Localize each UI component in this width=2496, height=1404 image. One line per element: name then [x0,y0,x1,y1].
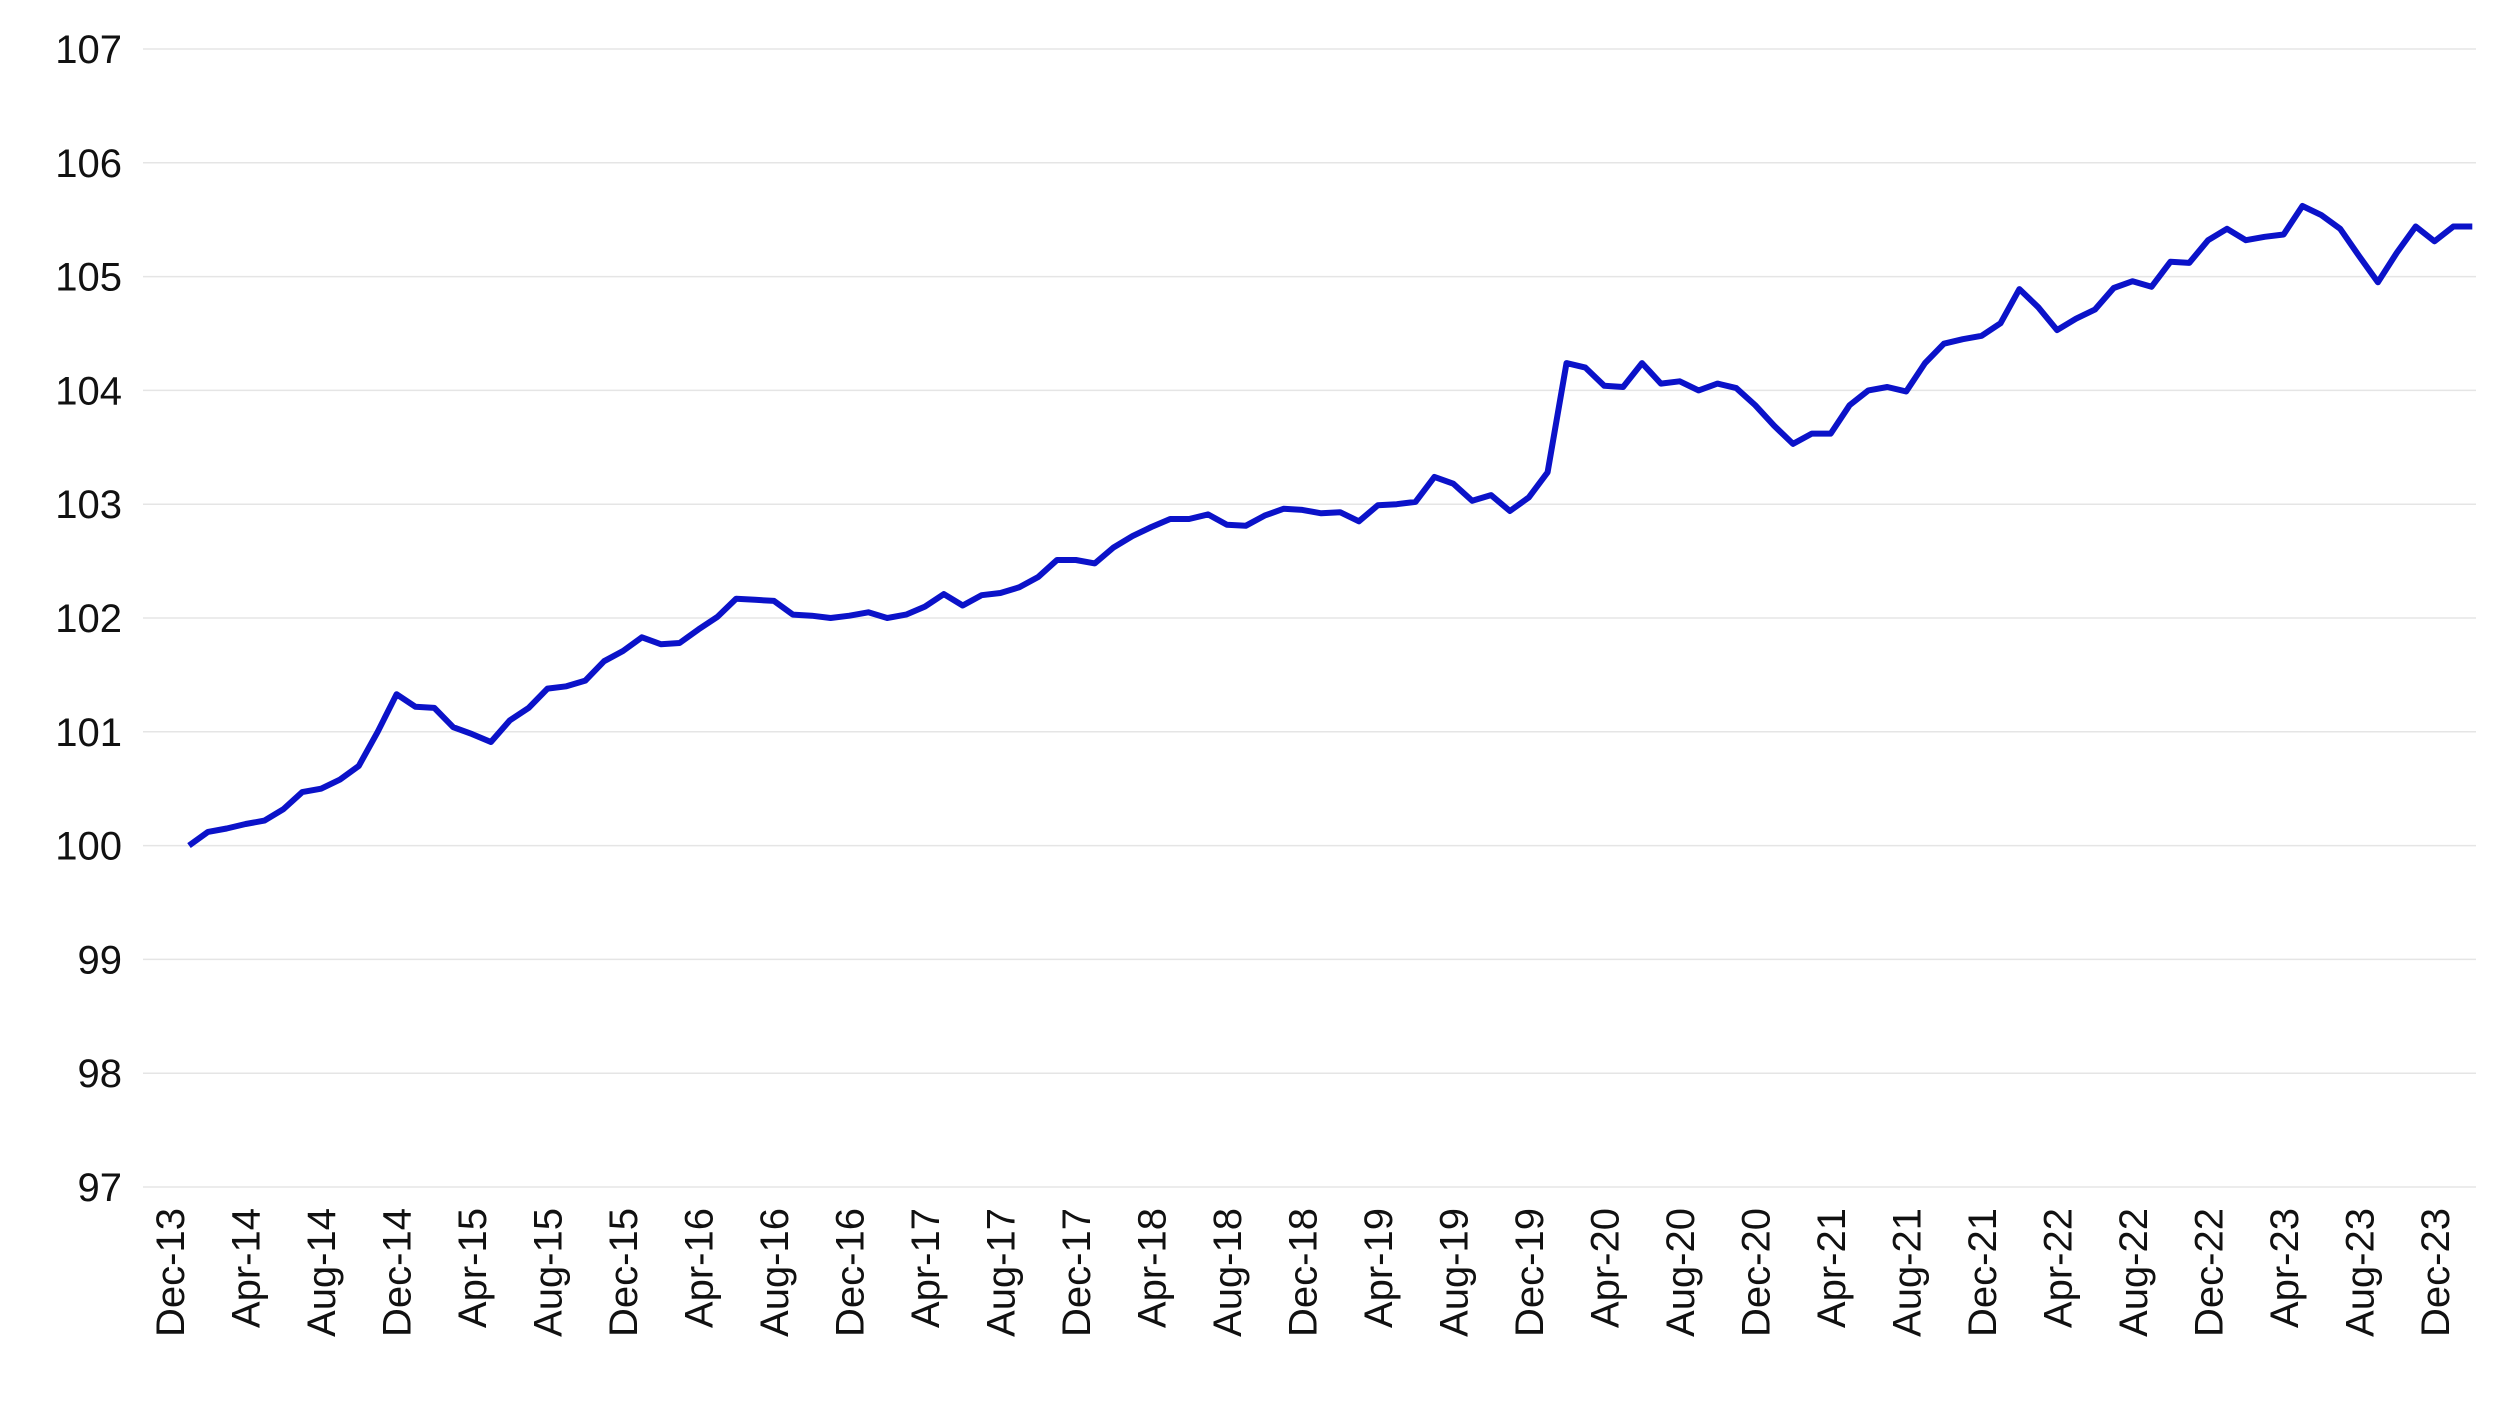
series-line-0 [187,203,2473,849]
x-tick-label: Aug-20 [1659,1208,1703,1337]
y-tick-label: 103 [55,483,122,527]
y-tick-label: 104 [55,369,122,413]
x-tick-label: Aug-15 [527,1208,571,1337]
x-tick-label: Dec-17 [1055,1208,1099,1337]
gridlines [143,48,2476,1188]
x-tick-label: Apr-17 [904,1208,948,1328]
x-axis-ticks: Dec-13 Apr-14 Aug-14 Dec-14 Apr-15 Aug-15 Dec-… [149,1208,2458,1337]
y-tick-label: 105 [55,256,122,300]
x-tick-label: Apr-19 [1357,1208,1401,1328]
x-tick-label: Dec-21 [1961,1208,2005,1337]
x-tick-label: Apr-23 [2263,1208,2307,1328]
x-tick-label: Dec-20 [1735,1208,1779,1337]
series-layer [187,203,2473,849]
x-tick-label: Apr-21 [1810,1208,1854,1328]
x-tick-label: Aug-22 [2112,1208,2156,1337]
x-tick-label: Dec-22 [2188,1208,2232,1337]
y-axis-ticks: 97 98 99 100 101 102 103 104 105 106 107 [55,28,122,1210]
y-tick-label: 106 [55,142,122,186]
x-tick-label: Apr-22 [2037,1208,2081,1328]
x-tick-label: Aug-21 [1886,1208,1930,1337]
y-tick-label: 99 [78,938,123,982]
x-tick-label: Dec-23 [2414,1208,2458,1337]
x-tick-label: Apr-16 [678,1208,722,1328]
x-tick-label: Aug-14 [300,1208,344,1337]
x-tick-label: Aug-16 [753,1208,797,1337]
y-tick-label: 107 [55,28,122,72]
y-tick-label: 102 [55,597,122,641]
x-tick-label: Aug-19 [1433,1208,1477,1337]
x-tick-label: Dec-14 [376,1208,420,1337]
x-tick-label: Dec-19 [1508,1208,1552,1337]
x-tick-label: Dec-15 [602,1208,646,1337]
x-tick-label: Dec-16 [829,1208,873,1337]
x-tick-label: Apr-15 [451,1208,495,1328]
y-tick-label: 101 [55,711,122,755]
y-tick-label: 97 [78,1166,123,1210]
x-tick-label: Apr-20 [1584,1208,1628,1328]
x-tick-label: Aug-18 [1206,1208,1250,1337]
x-tick-label: Apr-14 [225,1208,269,1328]
y-tick-label: 98 [78,1052,123,1096]
x-tick-label: Aug-17 [980,1208,1024,1337]
x-tick-label: Dec-18 [1282,1208,1326,1337]
y-tick-label: 100 [55,825,122,869]
x-tick-label: Apr-18 [1131,1208,1175,1328]
x-tick-label: Dec-13 [149,1208,193,1337]
x-tick-label: Aug-23 [2339,1208,2383,1337]
